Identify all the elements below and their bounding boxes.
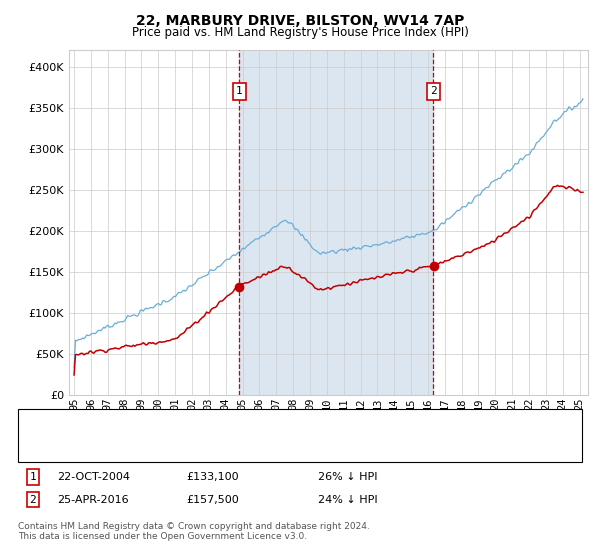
- Text: 2: 2: [29, 494, 37, 505]
- Bar: [239, 50, 433, 395]
- Text: 26% ↓ HPI: 26% ↓ HPI: [318, 472, 377, 482]
- Text: HPI: Average price, detached house, Wolverhampton: HPI: Average price, detached house, Wolv…: [66, 435, 355, 445]
- Text: 22, MARBURY DRIVE, BILSTON, WV14 7AP (detached house): 22, MARBURY DRIVE, BILSTON, WV14 7AP (de…: [66, 418, 395, 428]
- Text: £133,100: £133,100: [186, 472, 239, 482]
- Text: 1: 1: [29, 472, 37, 482]
- Text: 22, MARBURY DRIVE, BILSTON, WV14 7AP: 22, MARBURY DRIVE, BILSTON, WV14 7AP: [136, 14, 464, 28]
- Text: Contains HM Land Registry data © Crown copyright and database right 2024.
This d: Contains HM Land Registry data © Crown c…: [18, 522, 370, 542]
- Text: 25-APR-2016: 25-APR-2016: [57, 494, 128, 505]
- Text: 1: 1: [236, 86, 243, 96]
- Text: 2: 2: [430, 86, 437, 96]
- Text: £157,500: £157,500: [186, 494, 239, 505]
- Text: Price paid vs. HM Land Registry's House Price Index (HPI): Price paid vs. HM Land Registry's House …: [131, 26, 469, 39]
- Text: 22-OCT-2004: 22-OCT-2004: [57, 472, 130, 482]
- Text: 24% ↓ HPI: 24% ↓ HPI: [318, 494, 377, 505]
